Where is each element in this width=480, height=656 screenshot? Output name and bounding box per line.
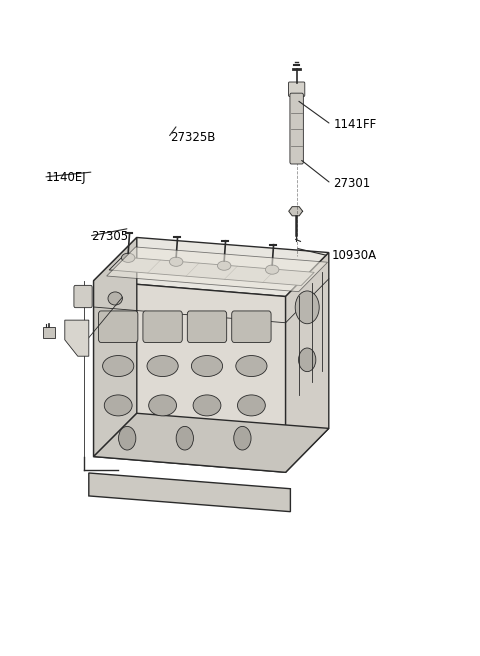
- Polygon shape: [94, 237, 329, 297]
- Circle shape: [119, 426, 136, 450]
- Text: 10930A: 10930A: [331, 249, 376, 262]
- FancyBboxPatch shape: [98, 311, 138, 342]
- Text: 1141FF: 1141FF: [334, 118, 377, 131]
- Polygon shape: [286, 253, 329, 472]
- FancyBboxPatch shape: [290, 93, 303, 164]
- Ellipse shape: [121, 253, 135, 262]
- Circle shape: [295, 291, 319, 323]
- Ellipse shape: [108, 292, 122, 305]
- Ellipse shape: [238, 395, 265, 416]
- Ellipse shape: [104, 395, 132, 416]
- Polygon shape: [94, 413, 329, 472]
- Ellipse shape: [169, 257, 183, 266]
- Polygon shape: [109, 257, 314, 285]
- Ellipse shape: [192, 356, 223, 377]
- Text: 1140EJ: 1140EJ: [46, 171, 86, 184]
- Polygon shape: [65, 320, 89, 356]
- FancyBboxPatch shape: [288, 82, 305, 96]
- Polygon shape: [289, 207, 302, 216]
- Ellipse shape: [147, 356, 178, 377]
- Ellipse shape: [236, 356, 267, 377]
- Circle shape: [176, 426, 193, 450]
- FancyBboxPatch shape: [74, 285, 92, 308]
- Polygon shape: [43, 327, 55, 338]
- FancyBboxPatch shape: [187, 311, 227, 342]
- Text: 27305: 27305: [91, 230, 128, 243]
- Polygon shape: [107, 247, 327, 292]
- FancyBboxPatch shape: [232, 311, 271, 342]
- Ellipse shape: [103, 356, 134, 377]
- Polygon shape: [89, 473, 290, 512]
- Ellipse shape: [193, 395, 221, 416]
- Circle shape: [234, 426, 251, 450]
- Circle shape: [299, 348, 316, 371]
- Ellipse shape: [265, 265, 279, 274]
- FancyBboxPatch shape: [143, 311, 182, 342]
- Polygon shape: [94, 237, 137, 457]
- Polygon shape: [94, 281, 286, 472]
- Ellipse shape: [217, 261, 231, 270]
- Ellipse shape: [149, 395, 177, 416]
- Text: 27301: 27301: [334, 177, 371, 190]
- Text: 27325B: 27325B: [170, 131, 216, 144]
